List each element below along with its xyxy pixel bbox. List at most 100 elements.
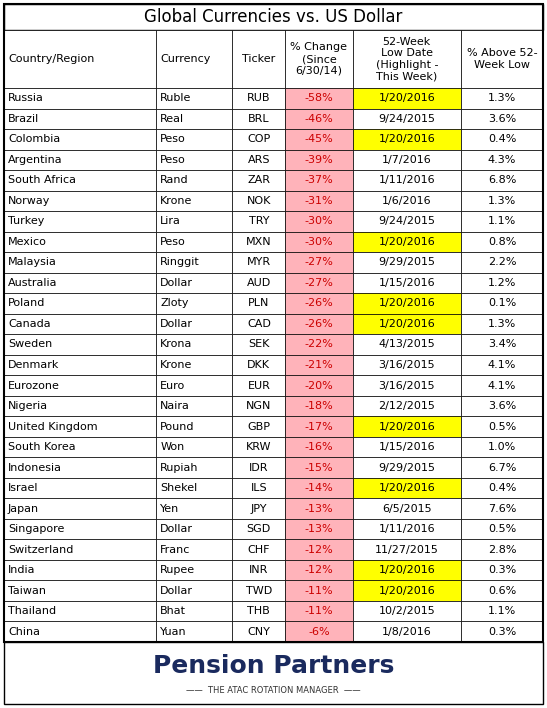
Text: PLN: PLN bbox=[248, 299, 270, 309]
Text: THB: THB bbox=[247, 606, 270, 616]
Bar bbox=[353, 519, 461, 539]
Text: Peso: Peso bbox=[160, 237, 186, 247]
Text: -16%: -16% bbox=[305, 442, 333, 452]
Text: -58%: -58% bbox=[305, 93, 333, 103]
Text: % Change
(Since
6/30/14): % Change (Since 6/30/14) bbox=[290, 42, 347, 76]
Text: Turkey: Turkey bbox=[8, 217, 44, 227]
Bar bbox=[353, 30, 461, 88]
Bar bbox=[461, 478, 543, 498]
Bar bbox=[353, 457, 461, 478]
Text: China: China bbox=[8, 627, 40, 636]
Text: 1/20/2016: 1/20/2016 bbox=[379, 483, 435, 493]
Text: -27%: -27% bbox=[305, 258, 333, 268]
Bar bbox=[285, 519, 353, 539]
Text: Indonesia: Indonesia bbox=[8, 462, 62, 473]
Bar bbox=[4, 252, 156, 273]
Bar bbox=[461, 190, 543, 211]
Text: ZAR: ZAR bbox=[247, 176, 270, 185]
Text: 1/20/2016: 1/20/2016 bbox=[379, 237, 435, 247]
Text: 3/16/2015: 3/16/2015 bbox=[379, 360, 435, 370]
Text: 3.6%: 3.6% bbox=[488, 114, 516, 124]
Bar bbox=[156, 190, 232, 211]
Text: Singapore: Singapore bbox=[8, 524, 65, 534]
Bar bbox=[4, 457, 156, 478]
Bar bbox=[285, 30, 353, 88]
Text: SGD: SGD bbox=[247, 524, 271, 534]
Text: -18%: -18% bbox=[305, 401, 333, 411]
Bar bbox=[461, 601, 543, 622]
Text: 1/20/2016: 1/20/2016 bbox=[379, 93, 435, 103]
Bar bbox=[285, 314, 353, 334]
Bar bbox=[232, 273, 285, 293]
Text: Zloty: Zloty bbox=[160, 299, 189, 309]
Bar bbox=[232, 170, 285, 190]
Text: -20%: -20% bbox=[305, 380, 333, 391]
Text: NGN: NGN bbox=[246, 401, 271, 411]
Bar bbox=[4, 149, 156, 170]
Bar bbox=[4, 211, 156, 232]
Text: 6/5/2015: 6/5/2015 bbox=[382, 503, 432, 513]
Text: 6.7%: 6.7% bbox=[488, 462, 516, 473]
Bar bbox=[285, 396, 353, 416]
Bar bbox=[232, 560, 285, 581]
Text: AUD: AUD bbox=[247, 278, 271, 288]
Text: India: India bbox=[8, 565, 36, 575]
Text: Colombia: Colombia bbox=[8, 135, 60, 144]
Text: 52-Week
Low Date
(Highlight -
This Week): 52-Week Low Date (Highlight - This Week) bbox=[376, 37, 438, 81]
Bar bbox=[461, 108, 543, 129]
Text: 1/20/2016: 1/20/2016 bbox=[379, 299, 435, 309]
Bar bbox=[4, 108, 156, 129]
Bar bbox=[156, 375, 232, 396]
Bar bbox=[353, 498, 461, 519]
Text: 0.6%: 0.6% bbox=[488, 586, 516, 595]
Text: 4.1%: 4.1% bbox=[488, 360, 516, 370]
Bar bbox=[4, 539, 156, 560]
Text: Country/Region: Country/Region bbox=[8, 54, 95, 64]
Bar bbox=[285, 129, 353, 149]
Bar bbox=[232, 622, 285, 642]
Text: -27%: -27% bbox=[305, 278, 333, 288]
Bar bbox=[156, 211, 232, 232]
Bar bbox=[156, 539, 232, 560]
Text: -45%: -45% bbox=[305, 135, 333, 144]
Text: 7.6%: 7.6% bbox=[488, 503, 516, 513]
Text: Dollar: Dollar bbox=[160, 319, 193, 329]
Bar bbox=[285, 622, 353, 642]
Text: 3.6%: 3.6% bbox=[488, 401, 516, 411]
Text: 1/20/2016: 1/20/2016 bbox=[379, 421, 435, 432]
Text: 0.3%: 0.3% bbox=[488, 565, 516, 575]
Bar bbox=[4, 293, 156, 314]
Text: EUR: EUR bbox=[247, 380, 270, 391]
Bar bbox=[461, 355, 543, 375]
Text: Won: Won bbox=[160, 442, 184, 452]
Bar bbox=[285, 149, 353, 170]
Text: Global Currencies vs. US Dollar: Global Currencies vs. US Dollar bbox=[144, 8, 403, 26]
Text: South Korea: South Korea bbox=[8, 442, 75, 452]
Bar bbox=[4, 622, 156, 642]
Bar bbox=[285, 232, 353, 252]
Bar bbox=[461, 539, 543, 560]
Text: 0.5%: 0.5% bbox=[488, 421, 516, 432]
Text: DKK: DKK bbox=[247, 360, 270, 370]
Bar bbox=[285, 293, 353, 314]
Text: Mexico: Mexico bbox=[8, 237, 47, 247]
Text: 1.1%: 1.1% bbox=[488, 217, 516, 227]
Text: United Kingdom: United Kingdom bbox=[8, 421, 97, 432]
Bar bbox=[4, 88, 156, 108]
Bar bbox=[156, 129, 232, 149]
Bar bbox=[156, 252, 232, 273]
Bar bbox=[353, 149, 461, 170]
Bar bbox=[156, 437, 232, 457]
Bar bbox=[4, 519, 156, 539]
Bar bbox=[4, 273, 156, 293]
Text: Shekel: Shekel bbox=[160, 483, 197, 493]
Text: 0.1%: 0.1% bbox=[488, 299, 516, 309]
Text: 0.3%: 0.3% bbox=[488, 627, 516, 636]
Bar bbox=[353, 375, 461, 396]
Text: TWD: TWD bbox=[246, 586, 272, 595]
Bar bbox=[353, 314, 461, 334]
Text: TRY: TRY bbox=[248, 217, 269, 227]
Bar bbox=[461, 498, 543, 519]
Text: MYR: MYR bbox=[247, 258, 271, 268]
Bar bbox=[4, 355, 156, 375]
